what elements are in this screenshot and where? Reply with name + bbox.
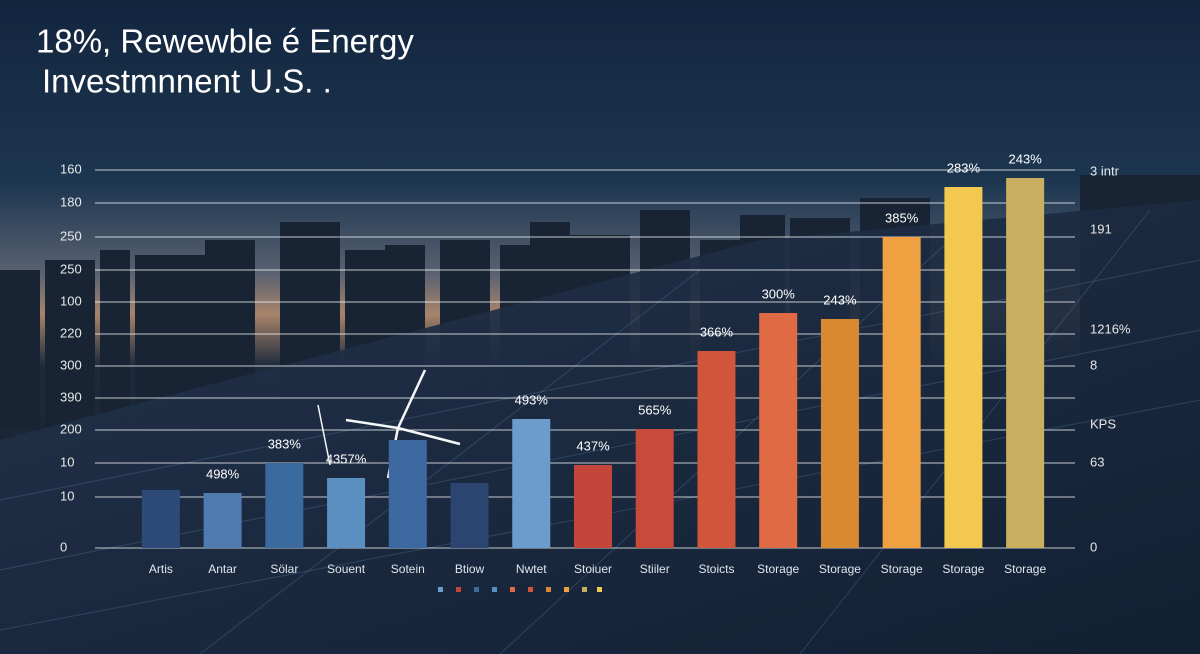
bar-label: 383% [268, 436, 302, 451]
x-tick-label: Storage [1004, 562, 1046, 576]
y2-tick-label: KPS [1090, 416, 1116, 431]
y-tick-label: 200 [60, 421, 82, 436]
y-tick-label: 250 [60, 261, 82, 276]
y-tick-label: 100 [60, 293, 82, 308]
x-tick-label: Sotein [391, 562, 425, 576]
bar-label: 498% [206, 466, 240, 481]
y-tick-label: 300 [60, 357, 82, 372]
chart-title: Investmnnent U.S. . [42, 63, 332, 100]
y-tick-label: 160 [60, 161, 82, 176]
x-tick-label: Antar [208, 562, 237, 576]
y-tick-label: 0 [60, 539, 67, 554]
panel-lines [0, 209, 1200, 654]
y2-tick-label: 191 [1090, 221, 1112, 236]
bar-label: 385% [885, 210, 919, 225]
bar-label: 300% [762, 286, 796, 301]
y-tick-label: 390 [60, 389, 82, 404]
bar [512, 419, 551, 548]
bar [450, 483, 489, 548]
bar [697, 351, 736, 548]
bar [265, 463, 304, 548]
x-tick-label: Souent [327, 562, 366, 576]
x-tick-label: Sölar [270, 562, 298, 576]
bar [388, 440, 427, 548]
bar [882, 237, 921, 548]
y2-tick-label: 0 [1090, 539, 1097, 554]
y2-tick-label: 3 intr [1090, 163, 1120, 178]
x-tick-label: Stoicts [698, 562, 734, 576]
x-tick-label: Stiiler [640, 562, 670, 576]
bar-label: 437% [576, 438, 610, 453]
bar [635, 429, 674, 548]
chart-title: 18%, Rewewble é Energy [36, 23, 414, 60]
x-tick-label: Storage [757, 562, 799, 576]
bar [574, 465, 612, 548]
bar [141, 490, 180, 548]
y2-tick-label: 1216% [1090, 321, 1131, 336]
bar [944, 187, 983, 548]
y2-tick-label: 8 [1090, 357, 1097, 372]
bar [820, 319, 859, 548]
bar [203, 493, 242, 548]
bar-label: 243% [1009, 151, 1043, 166]
y2-tick-label: 63 [1090, 454, 1104, 469]
x-tick-label: Stoiuer [574, 562, 612, 576]
legend-dots [438, 587, 602, 592]
y-tick-label: 220 [60, 325, 82, 340]
x-tick-label: Storage [881, 562, 923, 576]
x-tick-label: Btiow [455, 562, 485, 576]
bar [327, 478, 366, 548]
bar-label: 493% [515, 392, 549, 407]
bar-label: 243% [823, 292, 857, 307]
y-tick-label: 250 [60, 228, 82, 243]
x-tick-label: Storage [819, 562, 861, 576]
x-tick-label: Storage [942, 562, 984, 576]
y-tick-label: 10 [60, 488, 74, 503]
x-tick-label: Nwtet [516, 562, 547, 576]
bar-label: 283% [947, 160, 981, 175]
bar-label: 366% [700, 324, 734, 339]
y-tick-label: 10 [60, 454, 74, 469]
y-tick-label: 180 [60, 194, 82, 209]
bar-label: 4357% [326, 451, 367, 466]
x-tick-label: Artis [149, 562, 173, 576]
bar [759, 313, 798, 548]
bar-label: 565% [638, 402, 672, 417]
bar [1006, 178, 1045, 548]
